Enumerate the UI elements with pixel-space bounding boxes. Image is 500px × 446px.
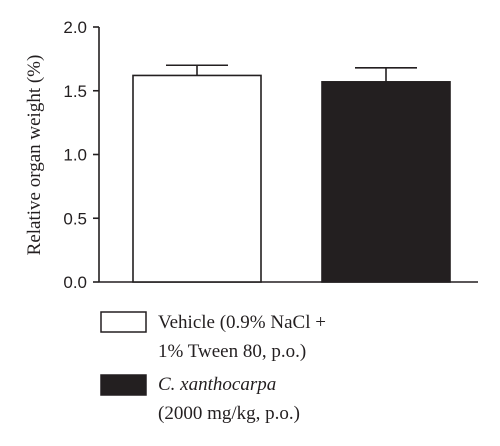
y-axis-title: Relative organ weight (%) [24, 55, 45, 256]
legend-label-c-xanthocarpa-line1: C. xanthocarpa [158, 374, 276, 395]
y-tick-label: 2.0 [63, 18, 87, 37]
legend-swatch-c-xanthocarpa [100, 374, 147, 396]
y-tick-label: 0.5 [63, 209, 87, 228]
legend-label-vehicle-line2: 1% Tween 80, p.o.) [158, 341, 306, 362]
y-tick-labels: 0.0 0.5 1.0 1.5 2.0 [63, 18, 99, 292]
bar-vehicle [132, 74, 262, 283]
legend-label-c-xanthocarpa-line2: (2000 mg/kg, p.o.) [158, 403, 300, 424]
legend-swatch-vehicle [100, 311, 147, 333]
bars [132, 64, 451, 283]
legend: Vehicle (0.9% NaCl + 1% Tween 80, p.o.) … [100, 311, 326, 424]
y-tick-label: 1.0 [63, 146, 87, 165]
legend-label-vehicle-line1: Vehicle (0.9% NaCl + [158, 312, 326, 333]
bar-c-xanthocarpa [321, 81, 451, 283]
y-tick-label: 1.5 [63, 82, 87, 101]
y-tick-label: 0.0 [63, 273, 87, 292]
